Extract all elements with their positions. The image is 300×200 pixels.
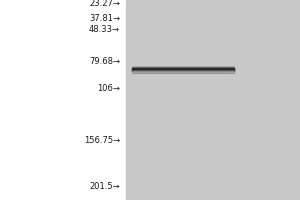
Text: 201.5→: 201.5→ (89, 182, 120, 191)
Text: 156.75→: 156.75→ (84, 136, 120, 145)
Text: 79.68→: 79.68→ (89, 57, 120, 66)
Text: 48.33→: 48.33→ (89, 25, 120, 34)
Text: 23.27→: 23.27→ (89, 0, 120, 8)
Text: 37.81→: 37.81→ (89, 14, 120, 23)
Bar (126, 0, 300, 200)
Text: 106→: 106→ (97, 84, 120, 93)
